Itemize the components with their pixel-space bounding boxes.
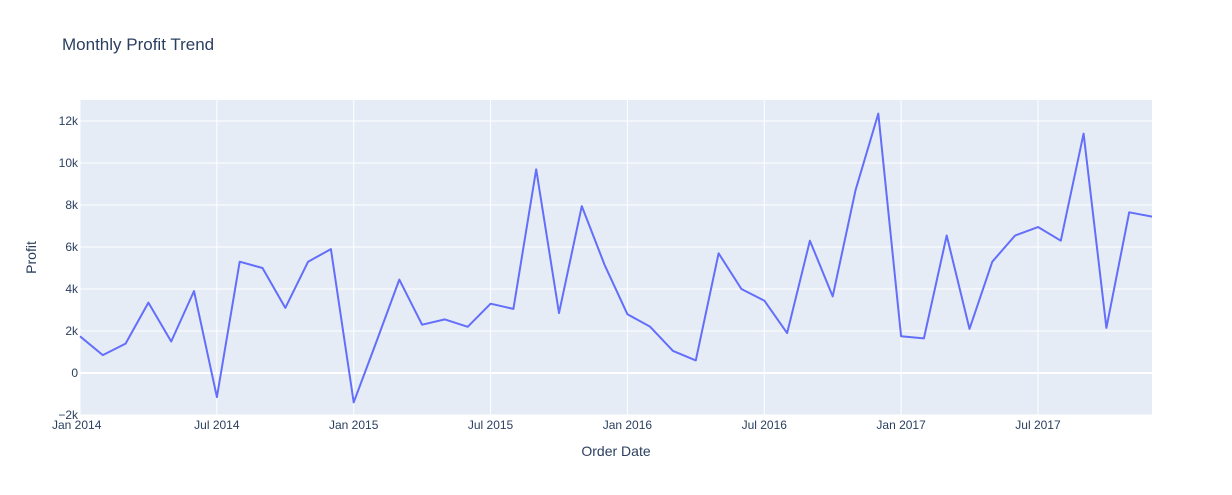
data-point[interactable] xyxy=(624,311,630,317)
y-tick-label: 10k xyxy=(59,156,79,170)
data-point[interactable] xyxy=(1081,131,1087,137)
data-point[interactable] xyxy=(830,293,836,299)
y-tick-label: 4k xyxy=(65,282,79,296)
data-point[interactable] xyxy=(738,286,744,292)
data-point[interactable] xyxy=(1035,224,1041,230)
x-tick-label: Jan 2016 xyxy=(603,418,653,432)
data-point[interactable] xyxy=(647,324,653,330)
data-point[interactable] xyxy=(1149,214,1155,220)
data-point[interactable] xyxy=(374,339,380,345)
x-tick-label: Jan 2017 xyxy=(876,418,926,432)
data-point[interactable] xyxy=(967,326,973,332)
x-tick-label: Jul 2017 xyxy=(1015,418,1061,432)
data-point[interactable] xyxy=(693,357,699,363)
x-axis-ticks: Jan 2014 Jul 2014 Jan 2015 Jul 2015 Jan 2016… xyxy=(52,418,1061,432)
data-point[interactable] xyxy=(716,250,722,256)
data-point[interactable] xyxy=(989,259,995,265)
data-point[interactable] xyxy=(488,301,494,307)
data-point[interactable] xyxy=(305,259,311,265)
profit-series-line[interactable] xyxy=(79,112,1153,404)
x-tick-label: Jan 2014 xyxy=(52,418,102,432)
data-point[interactable] xyxy=(419,322,425,328)
y-tick-label: 12k xyxy=(59,114,79,128)
x-tick-label: Jul 2016 xyxy=(742,418,788,432)
data-point[interactable] xyxy=(168,339,174,345)
data-point[interactable] xyxy=(510,306,516,312)
data-point[interactable] xyxy=(191,288,197,294)
data-point[interactable] xyxy=(465,324,471,330)
data-point[interactable] xyxy=(100,352,106,358)
data-point[interactable] xyxy=(396,277,402,283)
y-axis-ticks: −2k 0 2k 4k 6k 8k 10k 12k xyxy=(58,114,79,422)
data-point[interactable] xyxy=(852,187,858,193)
chart-title: Monthly Profit Trend xyxy=(62,35,214,54)
data-point[interactable] xyxy=(351,399,357,405)
y-tick-label: 2k xyxy=(65,324,79,338)
y-axis-title: Profit xyxy=(23,241,39,274)
data-point[interactable] xyxy=(921,335,927,341)
data-point[interactable] xyxy=(77,333,83,339)
gridlines xyxy=(79,100,1152,416)
data-point[interactable] xyxy=(259,265,265,271)
data-point[interactable] xyxy=(237,259,243,265)
x-tick-label: Jan 2015 xyxy=(329,418,379,432)
y-tick-label: 0 xyxy=(71,366,78,380)
data-point[interactable] xyxy=(214,394,220,400)
data-point[interactable] xyxy=(579,203,585,209)
data-point[interactable] xyxy=(282,305,288,311)
data-point[interactable] xyxy=(761,298,767,304)
data-point[interactable] xyxy=(807,238,813,244)
x-axis-title: Order Date xyxy=(581,443,650,459)
y-tick-label: 8k xyxy=(65,198,79,212)
x-tick-label: Jul 2014 xyxy=(194,418,240,432)
data-point[interactable] xyxy=(1103,325,1109,331)
x-tick-label: Jul 2015 xyxy=(468,418,514,432)
data-point[interactable] xyxy=(944,232,950,238)
plot-area xyxy=(80,100,1152,415)
data-point[interactable] xyxy=(670,348,676,354)
data-point[interactable] xyxy=(533,166,539,172)
data-point[interactable] xyxy=(442,316,448,322)
data-point[interactable] xyxy=(875,111,881,117)
data-point[interactable] xyxy=(784,330,790,336)
data-point[interactable] xyxy=(1126,209,1132,215)
data-point[interactable] xyxy=(556,310,562,316)
data-point[interactable] xyxy=(1012,232,1018,238)
data-point[interactable] xyxy=(898,333,904,339)
data-point[interactable] xyxy=(602,262,608,268)
data-point[interactable] xyxy=(328,246,334,252)
data-point[interactable] xyxy=(123,341,129,347)
y-tick-label: −2k xyxy=(58,408,79,422)
data-point[interactable] xyxy=(145,300,151,306)
data-point[interactable] xyxy=(1058,238,1064,244)
y-tick-label: 6k xyxy=(65,240,79,254)
